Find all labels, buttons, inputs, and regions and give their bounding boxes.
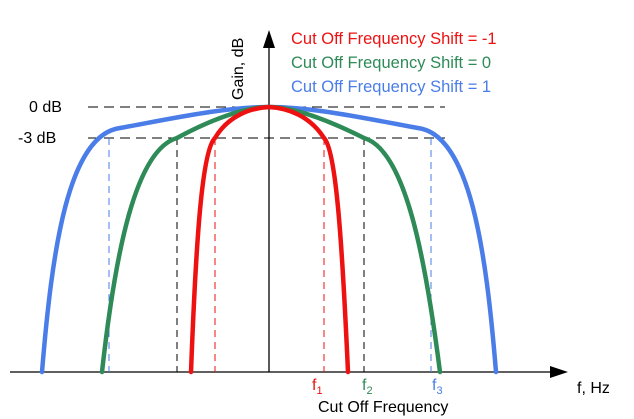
legend-entry-shift-0: Cut Off Frequency Shift = 0 [291,54,491,72]
x-axis-label: f, Hz [577,380,610,397]
curve-shift-minus1-red [188,104,351,375]
y-axis-arrow [263,30,275,48]
zero-db-label: 0 dB [29,99,62,116]
x-axis-arrow [550,366,568,378]
legend-entry-shift-plus1: Cut Off Frequency Shift = 1 [291,78,491,96]
cutoff-caption: Cut Off Frequency [318,399,448,416]
y-axis-label: Gain, dB [230,38,247,100]
marker-f3: f3 [432,377,443,397]
curve-shift-0-green [99,104,443,375]
marker-f2: f2 [362,377,373,397]
legend-entry-shift-minus1: Cut Off Frequency Shift = -1 [291,30,497,48]
minus3-db-label: -3 dB [18,130,56,147]
marker-f1: f1 [312,377,323,397]
